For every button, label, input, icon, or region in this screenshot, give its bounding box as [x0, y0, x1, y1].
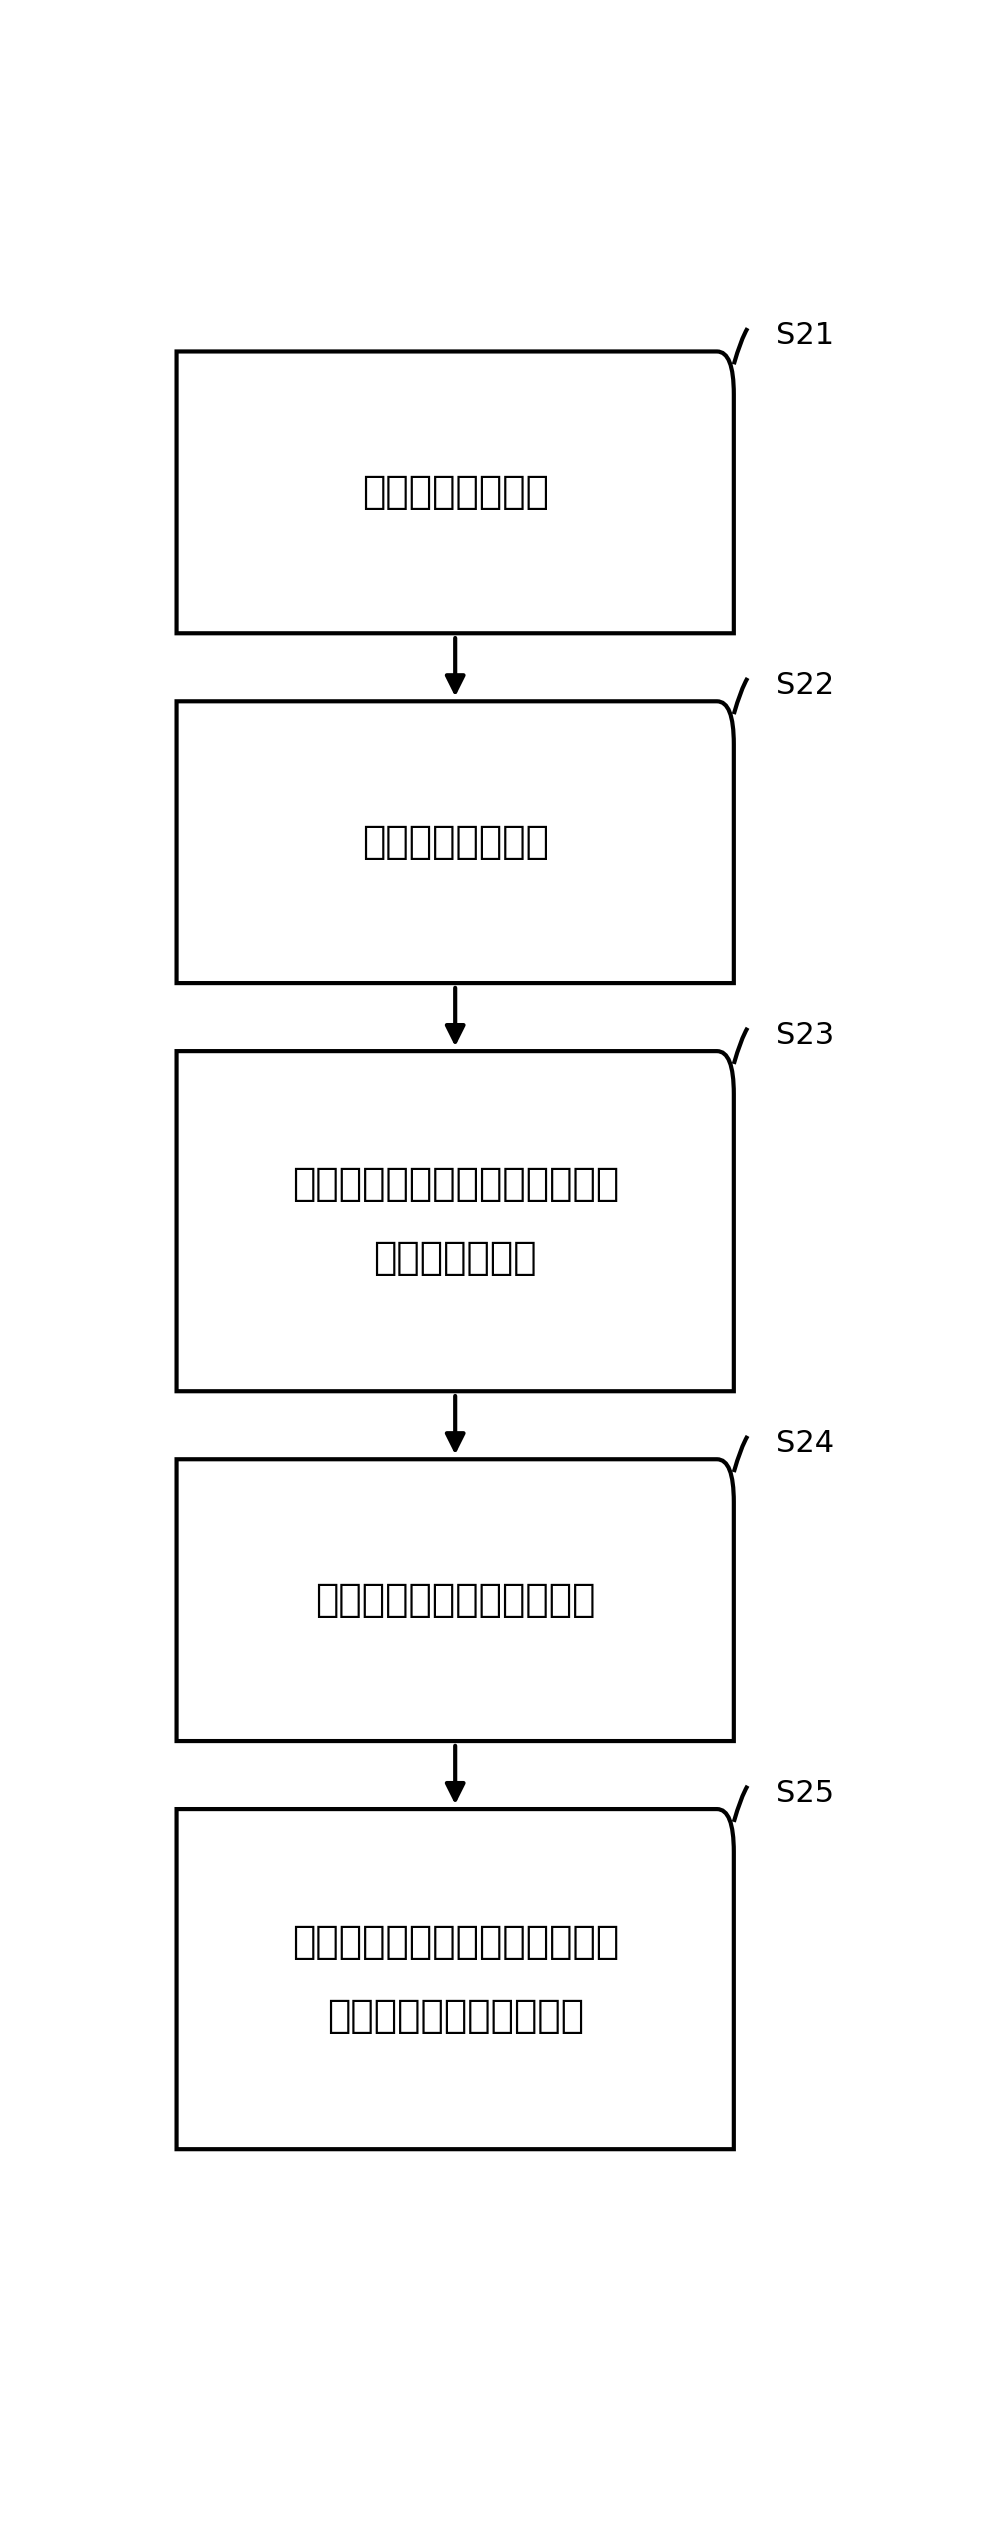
- PathPatch shape: [176, 351, 734, 634]
- Text: 和状态变量列出状态方程: 和状态变量列出状态方程: [327, 1996, 584, 2034]
- Text: 获取温度数据作为状态变量: 获取温度数据作为状态变量: [315, 1580, 596, 1620]
- Text: 计算电机铜损数据: 计算电机铜损数据: [361, 475, 549, 512]
- Text: S23: S23: [776, 1022, 834, 1050]
- Text: S22: S22: [776, 671, 834, 699]
- PathPatch shape: [176, 1050, 734, 1391]
- Text: 根据电机铜损数据和电机铁损数: 根据电机铜损数据和电机铁损数: [292, 1166, 619, 1204]
- PathPatch shape: [176, 1459, 734, 1742]
- Text: S21: S21: [776, 321, 834, 351]
- PathPatch shape: [176, 1810, 734, 2150]
- PathPatch shape: [176, 702, 734, 982]
- Text: 据计算输入变量: 据计算输入变量: [373, 1239, 537, 1277]
- Text: 计算电机铁损数据: 计算电机铁损数据: [361, 823, 549, 861]
- Text: S24: S24: [776, 1429, 834, 1459]
- Text: S25: S25: [776, 1779, 834, 1807]
- Text: 根据基尔霍夫定律，以输入变量: 根据基尔霍夫定律，以输入变量: [292, 1923, 619, 1961]
